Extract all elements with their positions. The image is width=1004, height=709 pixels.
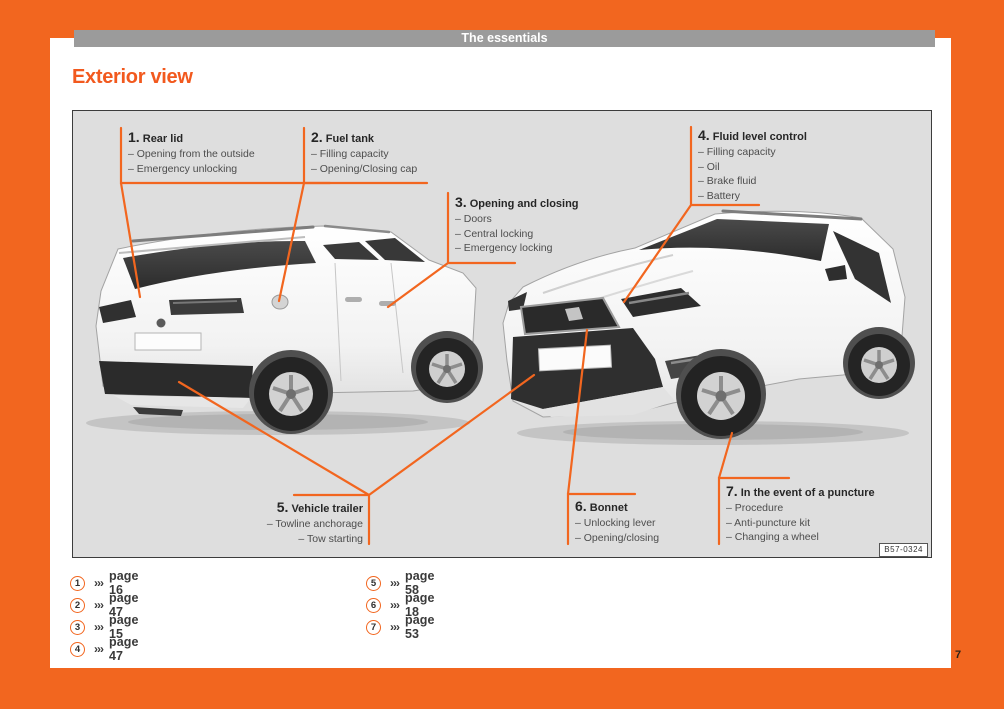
callout-item: – Filling capacity — [311, 148, 389, 160]
circled-number: 6 — [366, 597, 381, 613]
circled-number: 4 — [70, 641, 85, 657]
callout-item: – Opening/closing — [575, 531, 660, 544]
callout-puncture: 7. In the event of a puncture – Procedur… — [726, 484, 875, 545]
cross-reference-arrow-icon: ››› — [94, 576, 104, 590]
callout-title: Fuel tank — [325, 133, 375, 145]
page-reference-column-2: 5 ››› page 58 6 ››› page 18 7 ››› page 5… — [366, 569, 435, 641]
circled-number: 1 — [70, 575, 85, 591]
callout-number: 1. — [128, 129, 140, 145]
callout-item: – Procedure — [726, 502, 784, 514]
cross-reference-arrow-icon: ››› — [94, 642, 104, 656]
callout-item: – Unlocking lever — [575, 517, 656, 529]
page-ref-4[interactable]: 4 ››› page 47 — [70, 635, 139, 663]
callout-item: – Emergency locking — [455, 242, 553, 254]
cross-reference-arrow-icon: ››› — [390, 620, 400, 634]
callout-item: – Changing a wheel — [726, 531, 819, 543]
callout-title: Rear lid — [142, 133, 184, 145]
page-ref-label: page 15 — [109, 613, 139, 641]
callout-number: 4. — [698, 127, 710, 143]
callout-vehicle-trailer: 5. Vehicle trailer – Towline anchorage –… — [203, 500, 363, 546]
callout-title: Vehicle trailer — [291, 503, 363, 515]
page-ref-7[interactable]: 7 ››› page 53 — [366, 613, 435, 641]
chapter-header-label: The essentials — [461, 31, 548, 45]
callout-fluid-level-control: 4. Fluid level control – Filling capacit… — [698, 128, 807, 203]
callout-number: 7. — [726, 483, 738, 499]
callout-item: – Filling capacity — [698, 146, 776, 158]
callout-title: In the event of a puncture — [740, 487, 875, 499]
callout-item: – Brake fluid — [698, 175, 757, 187]
rear-view-car-illustration — [86, 224, 483, 435]
page-ref-label: page 47 — [109, 635, 139, 663]
callout-item: – Anti-puncture kit — [726, 516, 811, 529]
exterior-view-figure: 1. Rear lid – Opening from the outside –… — [72, 110, 932, 558]
page-ref-label: page 18 — [405, 591, 435, 619]
chapter-header-bar: The essentials — [74, 30, 935, 47]
callout-leader-lines — [119, 125, 791, 546]
page-ref-6[interactable]: 6 ››› page 18 — [366, 591, 435, 619]
callout-number: 6. — [575, 498, 587, 514]
callout-item: – Tow starting — [298, 532, 363, 545]
circled-number: 5 — [366, 575, 381, 591]
page-ref-label: page 47 — [109, 591, 139, 619]
page-title: Exterior view — [72, 66, 193, 88]
page-reference-column-1: 1 ››› page 16 2 ››› page 47 3 ››› page 1… — [70, 569, 139, 663]
callout-title: Bonnet — [589, 502, 628, 514]
callout-item: – Battery — [698, 189, 741, 202]
page-ref-2[interactable]: 2 ››› page 47 — [70, 591, 139, 619]
callout-number: 3. — [455, 194, 467, 210]
figure-code-label: B57-0324 — [879, 543, 928, 557]
front-view-car-illustration — [502, 209, 915, 445]
callout-bonnet: 6. Bonnet – Unlocking lever – Opening/cl… — [575, 499, 659, 545]
circled-number: 2 — [70, 597, 85, 613]
callout-item: – Emergency unlocking — [128, 162, 238, 175]
callout-item: – Opening from the outside — [128, 148, 255, 160]
circled-number: 3 — [70, 619, 85, 635]
circled-number: 7 — [366, 619, 381, 635]
figure-artwork — [86, 125, 915, 546]
cross-reference-arrow-icon: ››› — [390, 598, 400, 612]
callout-item: – Opening/Closing cap — [311, 162, 418, 175]
callout-item: – Towline anchorage — [266, 518, 363, 530]
folio-page-number: 7 — [955, 649, 962, 661]
page-ref-label: page 53 — [405, 613, 435, 641]
callout-title: Fluid level control — [712, 131, 807, 143]
page-ref-1[interactable]: 1 ››› page 16 — [70, 569, 139, 597]
page-sheet: The essentials Exterior view — [50, 30, 951, 668]
callout-rear-lid: 1. Rear lid – Opening from the outside –… — [128, 130, 255, 176]
callout-title: Opening and closing — [469, 198, 579, 210]
callout-item: – Oil — [698, 160, 720, 173]
callout-number: 2. — [311, 129, 323, 145]
cross-reference-arrow-icon: ››› — [94, 620, 104, 634]
callout-item: – Central locking — [455, 227, 534, 240]
callout-item: – Doors — [455, 213, 492, 225]
cross-reference-arrow-icon: ››› — [390, 576, 400, 590]
page-ref-3[interactable]: 3 ››› page 15 — [70, 613, 139, 641]
cross-reference-arrow-icon: ››› — [94, 598, 104, 612]
callout-opening-closing: 3. Opening and closing – Doors – Central… — [455, 195, 579, 256]
page-ref-label: page 16 — [109, 569, 139, 597]
callout-number: 5. — [276, 499, 289, 515]
page-ref-5[interactable]: 5 ››› page 58 — [366, 569, 435, 597]
callout-fuel-tank: 2. Fuel tank – Filling capacity – Openin… — [311, 130, 417, 176]
page-ref-label: page 58 — [405, 569, 435, 597]
